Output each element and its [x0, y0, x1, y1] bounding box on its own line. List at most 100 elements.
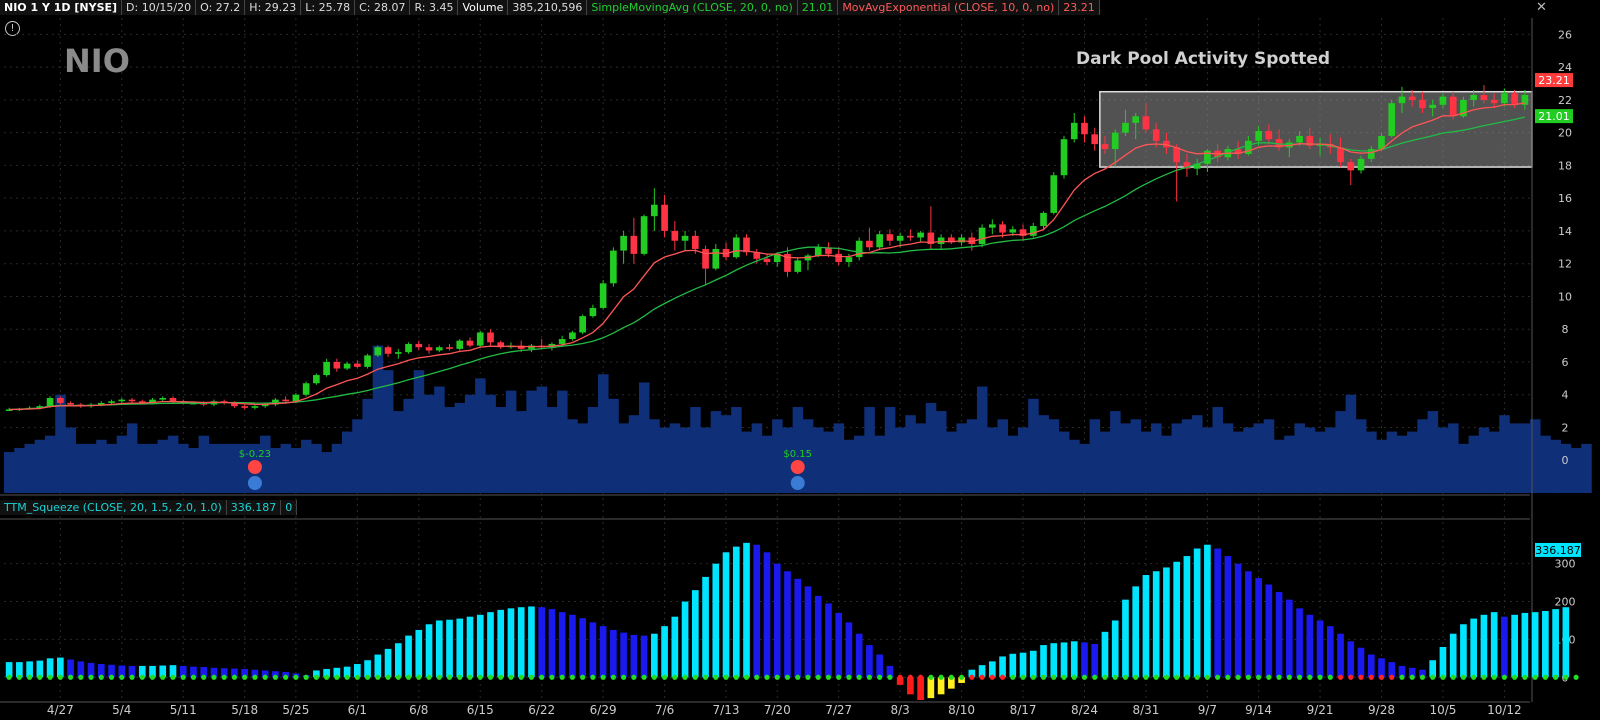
squeeze-bar: [405, 635, 412, 678]
squeeze-bar: [1183, 556, 1191, 678]
info-icon[interactable]: !: [5, 21, 20, 36]
squeeze-bar: [1214, 548, 1221, 678]
volume-bar: [1038, 415, 1049, 493]
candle-body: [272, 399, 279, 405]
candle-body: [1275, 139, 1283, 148]
settings-icon[interactable]: ✕: [1536, 0, 1547, 15]
squeeze-bar: [138, 665, 146, 678]
candle-body: [466, 340, 474, 346]
price-tick-label: 6: [1562, 356, 1569, 369]
squeeze-dot: [1071, 674, 1077, 680]
candle-body: [640, 216, 648, 254]
squeeze-bar: [651, 633, 658, 678]
volume-bar: [577, 423, 589, 493]
squeeze-bar: [1081, 642, 1088, 678]
squeeze-dot: [149, 674, 156, 680]
squeeze-dot: [1153, 674, 1159, 680]
squeeze-bar: [343, 666, 351, 678]
indicator-header: TTM_Squeeze (CLOSE, 20, 1.5, 2.0, 1.0) 3…: [0, 500, 298, 515]
candle-body: [1183, 162, 1191, 169]
date-tick-label: 8/17: [1010, 703, 1037, 717]
squeeze-bar: [589, 622, 597, 678]
sma-label[interactable]: SimpleMovingAvg (CLOSE, 20, 0, no): [587, 0, 798, 15]
candle-body: [343, 363, 351, 369]
volume-bar: [1079, 443, 1090, 493]
squeeze-dot: [1368, 674, 1374, 680]
symbol-label[interactable]: NIO 1 Y 1D [NYSE]: [0, 0, 123, 15]
squeeze-bar: [845, 622, 853, 678]
squeeze-dot: [364, 674, 371, 680]
squeeze-tick-label: 300: [1555, 558, 1576, 571]
indicator-value2: 0: [281, 500, 298, 515]
squeeze-dot: [948, 674, 954, 680]
squeeze-dot: [989, 674, 995, 680]
candle-body: [589, 307, 597, 317]
squeeze-dot: [1501, 674, 1507, 680]
squeeze-bar: [835, 612, 843, 678]
earnings-label: $-0.23: [239, 449, 271, 460]
volume-bar: [1499, 415, 1510, 493]
squeeze-dot: [815, 674, 821, 680]
volume-label[interactable]: Volume: [458, 0, 509, 15]
squeeze-dot: [877, 674, 883, 680]
squeeze-bar: [517, 607, 525, 678]
price-tick-label: 22: [1558, 94, 1572, 107]
squeeze-bar: [1245, 571, 1252, 678]
squeeze-bar: [804, 586, 812, 678]
indicator-label[interactable]: TTM_Squeeze (CLOSE, 20, 1.5, 2.0, 1.0): [0, 500, 227, 515]
squeeze-dot: [1553, 674, 1559, 680]
squeeze-bar: [87, 662, 95, 678]
squeeze-bar: [1316, 620, 1324, 678]
volume-bar: [1263, 419, 1275, 493]
squeeze-dot: [262, 674, 268, 680]
squeeze-bar: [16, 662, 23, 678]
candle-body: [435, 347, 443, 351]
volume-bar: [813, 427, 824, 493]
volume-bar: [116, 435, 128, 493]
squeeze-bar: [548, 609, 556, 678]
candle-body: [231, 402, 238, 407]
candle-body: [1245, 140, 1252, 154]
volume-bar: [1069, 439, 1080, 493]
squeeze-dot: [385, 674, 391, 680]
candle-body: [1306, 135, 1314, 146]
squeeze-bar: [784, 571, 791, 678]
candle-body: [456, 340, 464, 349]
squeeze-dot: [1061, 674, 1067, 680]
squeeze-dot: [1030, 674, 1036, 680]
range-label: R: 3.45: [410, 0, 459, 15]
candle-body: [108, 401, 115, 403]
squeeze-dot: [1378, 674, 1385, 680]
volume-bar: [1530, 419, 1541, 493]
volume-bar: [956, 423, 968, 493]
candle-body: [753, 252, 761, 259]
volume-bar: [270, 447, 281, 493]
volume-bar: [1437, 427, 1449, 493]
squeeze-bar: [702, 576, 709, 678]
squeeze-bar: [712, 563, 720, 678]
squeeze-bar: [97, 664, 105, 678]
squeeze-dot: [631, 674, 637, 680]
candle-body: [57, 398, 64, 403]
squeeze-dot: [1266, 674, 1272, 680]
price-tick-label: 26: [1558, 28, 1572, 41]
volume-bar: [1581, 443, 1592, 493]
squeeze-dot: [580, 674, 586, 680]
candle-body: [149, 399, 156, 403]
candle-body: [630, 235, 638, 254]
squeeze-dot: [907, 674, 913, 680]
candle-body: [825, 247, 832, 254]
squeeze-dot: [1081, 674, 1088, 680]
candle-body: [1070, 122, 1078, 140]
volume-bar: [403, 398, 414, 493]
candle-body: [528, 345, 535, 349]
squeeze-bar: [1070, 641, 1078, 678]
squeeze-bar: [1009, 653, 1017, 678]
volume-bar: [280, 443, 292, 493]
ema-label[interactable]: MovAvgExponential (CLOSE, 10, 0, no): [838, 0, 1060, 15]
volume-bar: [434, 386, 445, 493]
volume-bar: [301, 439, 312, 493]
squeeze-dot: [160, 674, 166, 680]
squeeze-dot: [324, 674, 330, 680]
